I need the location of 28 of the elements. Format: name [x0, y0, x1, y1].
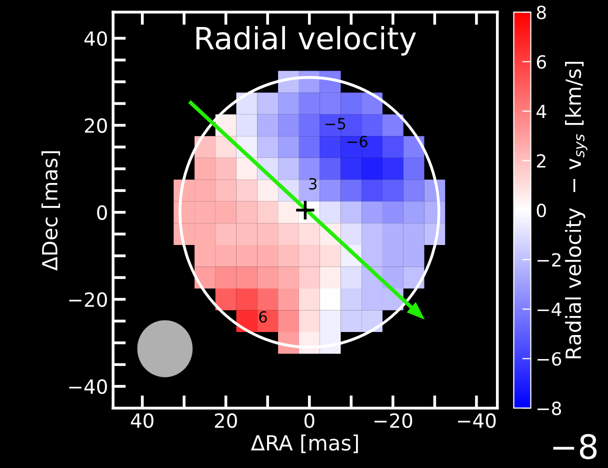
y-tick-label: −20: [69, 292, 107, 307]
color-bar-label: −6: [538, 352, 562, 366]
y-tick-label: 0: [97, 205, 107, 220]
y-tick-label: 20: [84, 118, 107, 133]
color-bar-label: −4: [538, 302, 562, 316]
color-bar-label: 0: [536, 204, 546, 218]
x-tick-label: 20: [214, 413, 237, 428]
y-tick-label: 40: [84, 31, 107, 46]
x-tick-label: 40: [130, 413, 154, 428]
x-tick-label: −20: [374, 413, 412, 428]
x-axis-title: ΔRA [mas]: [250, 434, 358, 454]
chart-title: Radial velocity: [196, 26, 416, 56]
x-tick-label: −40: [458, 413, 496, 428]
color-bar-label: −2: [538, 253, 560, 266]
text: −8: [553, 434, 597, 460]
annotation: 3: [309, 178, 317, 190]
annotation: 6: [259, 311, 267, 323]
y-tick-label: −40: [69, 379, 107, 394]
annotation: −6: [347, 136, 368, 148]
color-bar-label: 8: [536, 6, 546, 20]
color-bar-label: 4: [536, 104, 546, 118]
x-tick-label: 0: [304, 413, 314, 428]
color-bar-title: Radial velocity − v$_{sys}$ [km/s]: [565, 62, 588, 358]
y-axis-title: ΔDec [mas]: [41, 151, 60, 271]
color-bar-label: −8: [538, 402, 562, 416]
color-bar-label: 2: [536, 154, 546, 168]
color-bar-label: 6: [536, 55, 546, 69]
annotation: −5: [326, 118, 346, 130]
